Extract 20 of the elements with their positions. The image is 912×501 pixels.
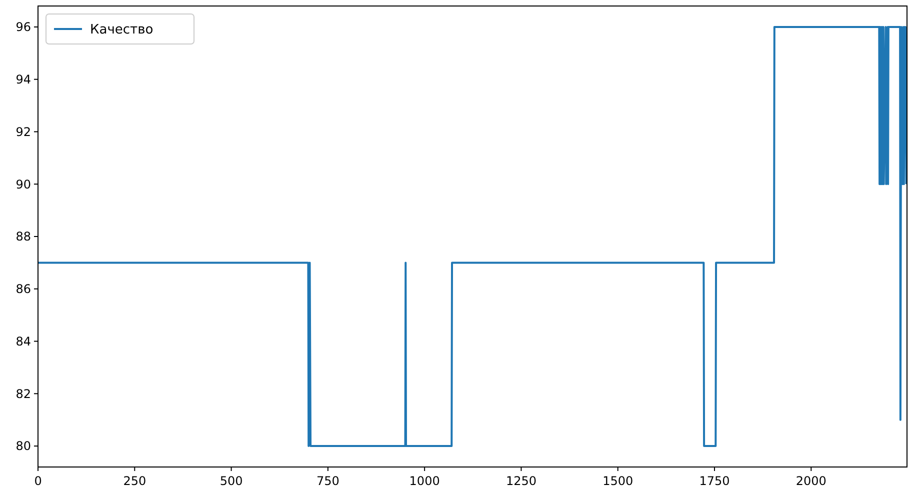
y-tick-label: 88 <box>16 230 31 244</box>
x-tick-label: 250 <box>123 474 146 488</box>
x-tick-label: 2000 <box>796 474 826 488</box>
x-tick-label: 0 <box>34 474 42 488</box>
x-tick-label: 1250 <box>506 474 536 488</box>
x-tick-label: 1750 <box>699 474 730 488</box>
legend-label: Качество <box>90 22 154 38</box>
x-tick-label: 1500 <box>602 474 634 488</box>
y-tick-label: 84 <box>16 334 31 348</box>
y-tick-label: 80 <box>16 439 31 454</box>
y-tick-label: 94 <box>16 72 31 87</box>
y-tick-label: 96 <box>16 20 31 34</box>
line-series <box>37 26 908 448</box>
x-tick-label: 1000 <box>409 474 440 488</box>
y-tick-label: 82 <box>16 386 31 401</box>
y-tick-label: 86 <box>16 282 31 296</box>
x-tick-label: 500 <box>220 474 243 488</box>
x-tick-label: 750 <box>316 474 340 488</box>
y-tick-label: 90 <box>16 177 31 192</box>
y-tick-label: 92 <box>16 124 31 139</box>
